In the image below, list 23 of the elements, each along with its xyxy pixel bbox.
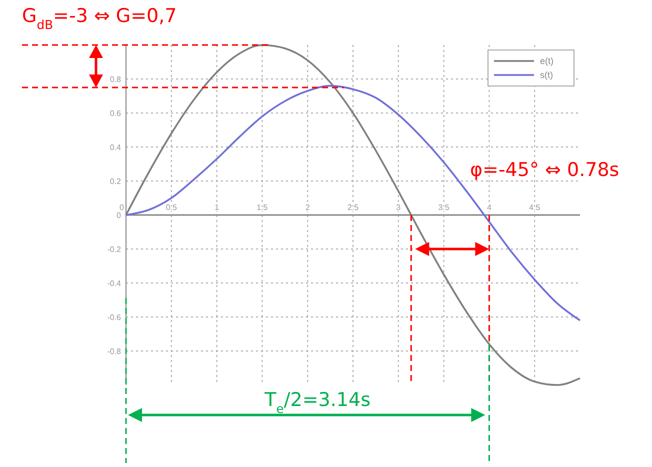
y-tick-label: -0.8 bbox=[107, 347, 122, 356]
y-tick-label: -0.2 bbox=[107, 245, 122, 254]
x-tick-label: 4.5 bbox=[529, 203, 541, 212]
y-tick-label: -0.4 bbox=[107, 279, 122, 288]
x-tick-label: 1.5 bbox=[256, 203, 268, 212]
x-tick-label: 0.5 bbox=[166, 203, 178, 212]
legend-label: s(t) bbox=[540, 70, 553, 80]
text: G$_{dB}$=-3 ⇔ G=0,7 bbox=[22, 5, 177, 32]
x-tick-label: 3.5 bbox=[438, 203, 450, 212]
y-tick-label: 0 bbox=[116, 211, 122, 220]
y-tick-label: 0.8 bbox=[110, 75, 122, 84]
text: T$_{e}$/2=3.14s bbox=[264, 389, 371, 416]
x-tick-label: 3 bbox=[396, 203, 402, 212]
y-tick-label: 0.2 bbox=[110, 177, 122, 186]
x-tick-label: 4 bbox=[486, 203, 492, 212]
y-tick-label: -0.6 bbox=[107, 313, 122, 322]
x-tick-label: 2.5 bbox=[347, 203, 360, 212]
x-tick-label: 1 bbox=[214, 203, 220, 212]
y-tick-label: 0.6 bbox=[110, 109, 122, 118]
legend-label: e(t) bbox=[540, 56, 554, 66]
y-tick-label: 0.4 bbox=[110, 143, 122, 152]
annotation: φ=-45° ⇔ 0.78s bbox=[470, 159, 620, 181]
x-tick-label: 2 bbox=[305, 203, 310, 212]
